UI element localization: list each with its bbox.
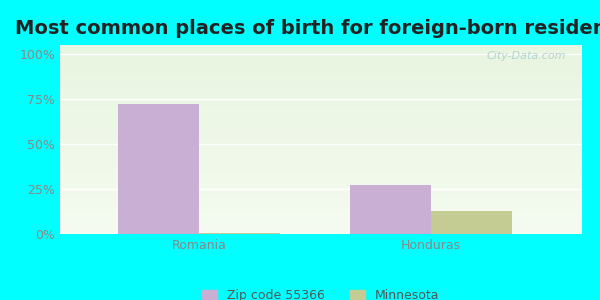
Bar: [118, 104, 199, 234]
Legend: Zip code 55366, Minnesota: Zip code 55366, Minnesota: [197, 284, 445, 300]
Title: Most common places of birth for foreign-born residents: Most common places of birth for foreign-…: [15, 19, 600, 38]
Bar: [199, 233, 280, 234]
Bar: [431, 211, 512, 234]
Text: City-Data.com: City-Data.com: [487, 51, 566, 61]
Bar: [350, 185, 431, 234]
